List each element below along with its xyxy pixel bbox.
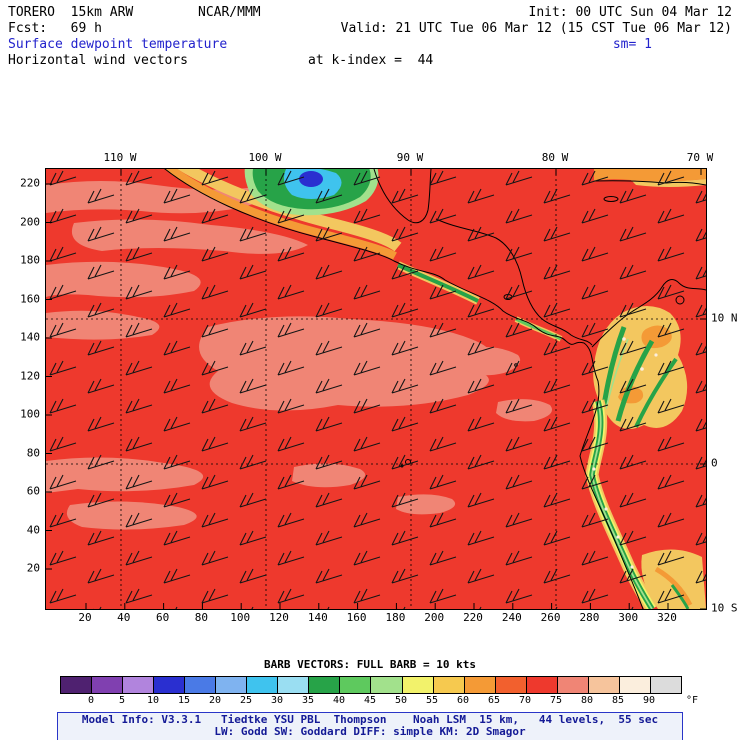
tick-label-right: 0 [711, 456, 718, 470]
colorbar-cell [309, 677, 341, 693]
colorbar-cell [557, 677, 589, 693]
colorbar-tick-label: 25 [239, 695, 253, 706]
colorbar-cell [216, 677, 248, 693]
level-label: at k-index = 44 [308, 53, 434, 68]
tick-label-top: 90 W [396, 151, 424, 164]
colorbar-tick-label: 80 [580, 695, 594, 706]
colorbar-tick-label: 85 [611, 695, 625, 706]
model-info-footer: Model Info: V3.3.1 Tiedtke YSU PBL Thomp… [57, 712, 683, 740]
colorbar-cell [526, 677, 558, 693]
tick-label-bottom: 80 [194, 611, 209, 624]
barb-legend: BARB VECTORS: FULL BARB = 10 kts [264, 658, 476, 671]
model-info-line2: LW: Godd SW: Goddard DIFF: simple KM: 2D… [214, 725, 526, 738]
colorbar-cell [371, 677, 403, 693]
colorbar-tick-label: 10 [146, 695, 160, 706]
tick-label-left: 40 [26, 523, 40, 536]
tick-label-bottom: 180 [385, 611, 406, 624]
tick-label-bottom: 200 [424, 611, 445, 624]
header-model: TORERO 15km ARW [8, 5, 134, 20]
tick-label-left: 160 [20, 292, 40, 305]
map-frame [45, 168, 707, 610]
tick-label-bottom: 40 [117, 611, 131, 624]
tick-label-left: 80 [26, 446, 40, 459]
tick-label-left: 60 [26, 484, 40, 498]
colorbar-cell [650, 677, 681, 693]
tick-label-left: 200 [20, 215, 40, 228]
colorbar-cell [185, 677, 217, 693]
smoothing-label: sm= 1 [612, 37, 652, 52]
colorbar-tick-label: 35 [301, 695, 315, 706]
colorbar-cell [154, 677, 186, 693]
header-center: NCAR/MMM [198, 5, 261, 20]
tick-label-bottom: 20 [78, 611, 92, 624]
tick-label-left: 140 [20, 330, 40, 344]
frame-ticks [46, 169, 706, 609]
field-subtitle: Horizontal wind vectors [8, 53, 189, 68]
colorbar-tick-label: 20 [208, 695, 222, 706]
wind-barbs [46, 169, 706, 609]
tick-label-bottom: 160 [346, 611, 367, 624]
tick-label-bottom: 300 [618, 611, 639, 624]
tick-label-right: 10 S [711, 601, 738, 615]
colorbar-tick-label: 90 [642, 695, 656, 706]
tick-label-top: 80 W [541, 151, 569, 164]
colorbar-tick-label: 70 [518, 695, 532, 706]
tick-label-bottom: 100 [230, 611, 251, 624]
model-info-line1: Model Info: V3.3.1 Tiedtke YSU PBL Thomp… [81, 713, 659, 726]
colorbar-tick-label: 0 [87, 695, 95, 706]
colorbar-cell [464, 677, 496, 693]
tick-label-top: 70 W [686, 151, 714, 164]
tick-label-bottom: 60 [155, 611, 170, 624]
colorbar-cell [402, 677, 434, 693]
colorbar-cell [340, 677, 372, 693]
tick-label-bottom: 320 [657, 611, 677, 624]
tick-label-left: 180 [20, 253, 40, 267]
header-valid-time: Valid: 21 UTC Tue 06 Mar 12 (15 CST Tue … [340, 21, 732, 36]
colorbar [60, 676, 682, 694]
colorbar-cell [61, 677, 93, 693]
tick-label-bottom: 260 [540, 611, 561, 624]
header-forecast-hour: Fcst: 69 h [8, 21, 102, 36]
colorbar-tick-label: 5 [118, 695, 126, 706]
tick-label-left: 220 [20, 176, 40, 190]
header-init-time: Init: 00 UTC Sun 04 Mar 12 [528, 5, 733, 20]
tick-label-bottom: 120 [269, 611, 289, 624]
colorbar-cell [123, 677, 155, 693]
weather-map [46, 169, 706, 609]
tick-label-bottom: 280 [579, 611, 600, 624]
colorbar-unit: °F [686, 695, 699, 706]
colorbar-tick-label: 65 [487, 695, 501, 706]
colorbar-cell [619, 677, 651, 693]
colorbar-cell [433, 677, 465, 693]
tick-label-bottom: 240 [501, 611, 522, 624]
colorbar-tick-label: 45 [363, 695, 377, 706]
colorbar-tick-label: 60 [456, 695, 470, 706]
tick-label-left: 120 [20, 369, 40, 382]
colorbar-cell [588, 677, 620, 693]
colorbar-tick-label: 50 [394, 695, 408, 706]
tick-label-bottom: 220 [463, 611, 483, 624]
colorbar-tick-label: 75 [549, 695, 563, 706]
field-title: Surface dewpoint temperature [8, 37, 228, 52]
tick-label-top: 100 W [248, 151, 282, 164]
colorbar-tick-label: 40 [332, 695, 346, 706]
colorbar-cell [92, 677, 124, 693]
colorbar-cell [247, 677, 279, 693]
tick-label-top: 110 W [103, 151, 137, 164]
tick-label-right: 10 N [711, 311, 738, 325]
tick-label-left: 20 [26, 561, 40, 575]
tick-label-left: 100 [20, 407, 40, 421]
colorbar-tick-label: 30 [270, 695, 284, 706]
colorbar-cell [278, 677, 310, 693]
tick-label-bottom: 140 [307, 611, 328, 624]
colorbar-tick-label: 55 [425, 695, 439, 706]
colorbar-tick-label: 15 [177, 695, 191, 706]
colorbar-cell [495, 677, 527, 693]
